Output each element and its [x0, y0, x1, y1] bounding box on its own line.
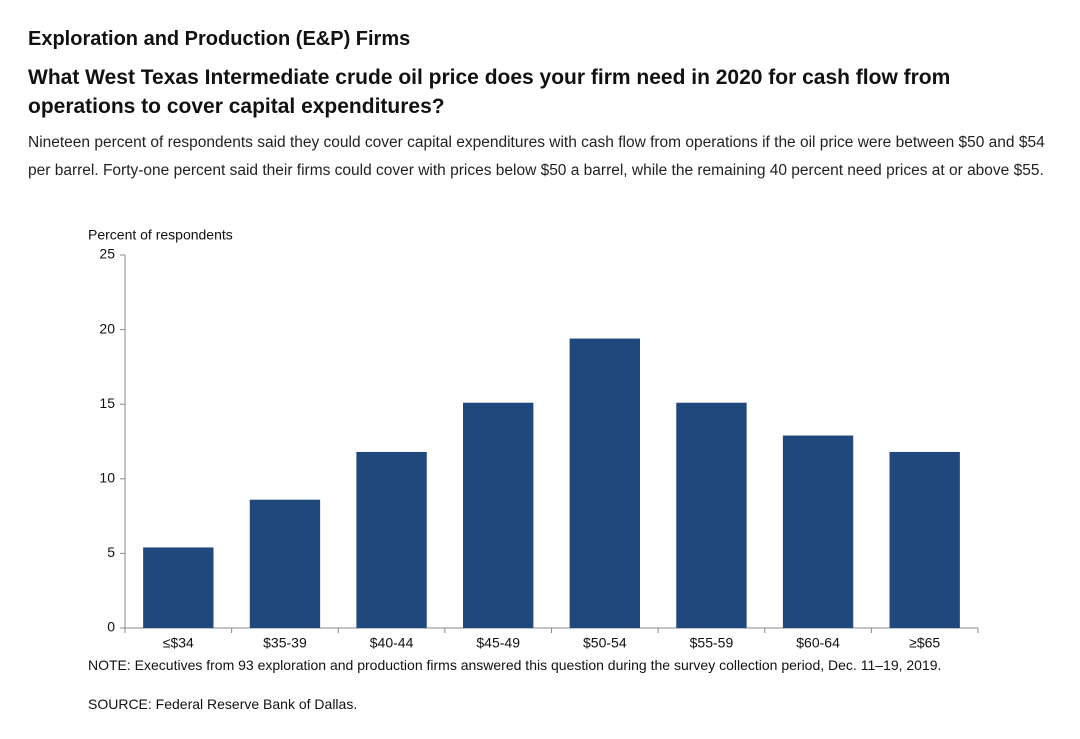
bar [143, 547, 214, 628]
y-tick-label: 15 [99, 395, 115, 411]
description: Nineteen percent of respondents said the… [28, 134, 1045, 179]
y-tick-label: 5 [107, 544, 115, 560]
x-tick-label: $55-59 [690, 635, 734, 651]
x-tick-label: $35-39 [263, 635, 307, 651]
bar [782, 435, 854, 628]
x-tick-label: $60-64 [796, 635, 840, 651]
x-tick-label: $40-44 [370, 635, 414, 651]
y-tick-label: 0 [107, 619, 115, 635]
y-tick-label: 20 [99, 320, 115, 336]
bar [569, 338, 640, 628]
section-title: Exploration and Production (E&P) Firms [28, 28, 411, 50]
y-tick-label: 25 [99, 246, 115, 262]
question: What West Texas Intermediate crude oil p… [28, 66, 951, 118]
bar [676, 402, 747, 628]
bar [249, 499, 321, 628]
x-tick-label: ≥$65 [909, 635, 940, 651]
note: NOTE: Executives from 93 exploration and… [88, 657, 942, 673]
bar [463, 402, 534, 628]
x-tick-label: $45-49 [476, 635, 520, 651]
y-tick-label: 10 [99, 470, 115, 486]
bar [889, 451, 960, 628]
bar [356, 451, 427, 628]
source: SOURCE: Federal Reserve Bank of Dallas. [88, 696, 358, 712]
x-tick-label: $50-54 [583, 635, 627, 651]
y-axis-label: Percent of respondents [88, 227, 233, 243]
x-tick-label: ≤$34 [163, 635, 194, 651]
